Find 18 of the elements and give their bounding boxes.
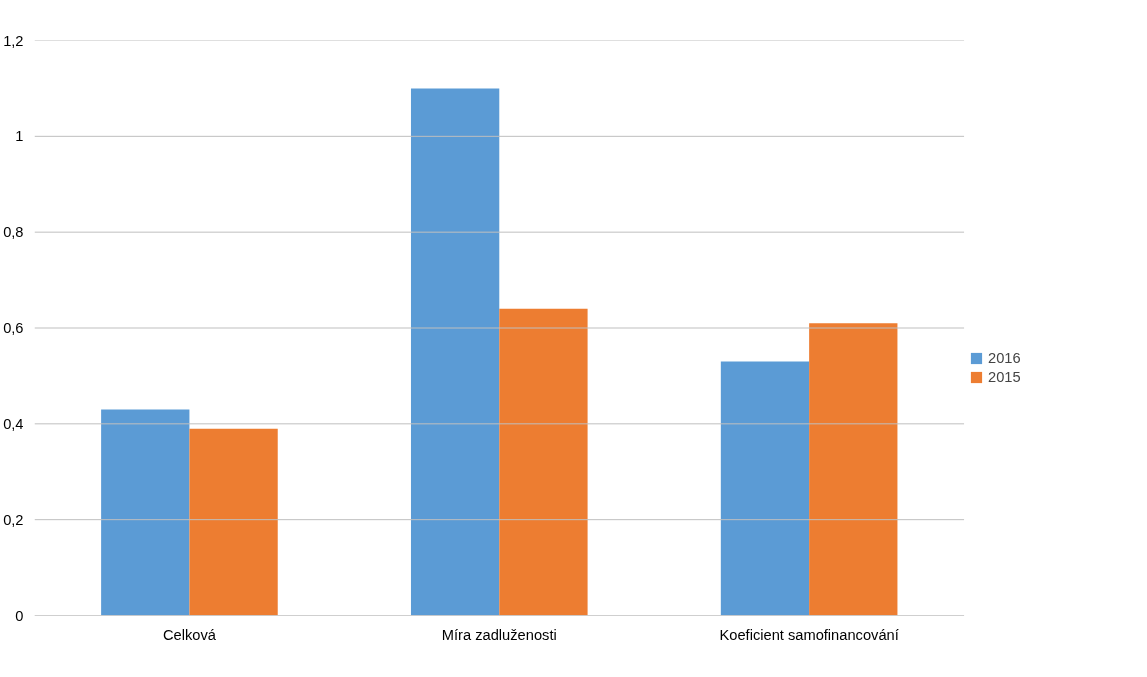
- bar: [720, 361, 810, 616]
- x-tick-label: Celková: [162, 626, 217, 643]
- bar: [189, 428, 278, 616]
- y-tick-label: 1: [15, 128, 24, 145]
- x-tick-label: Koeficient samofinancování: [719, 626, 899, 643]
- bar: [809, 323, 898, 616]
- y-tick-label: 1,2: [3, 32, 24, 49]
- y-tick-label: 0,4: [3, 415, 24, 432]
- bar: [499, 308, 588, 616]
- y-tick-label: 0,6: [3, 320, 24, 336]
- legend-label: 2015: [988, 369, 1021, 385]
- bar: [410, 88, 500, 616]
- y-tick-label: 0: [15, 607, 24, 624]
- legend-label: 2016: [988, 350, 1021, 366]
- bar: [101, 409, 190, 616]
- y-tick-label: 0,8: [3, 224, 24, 241]
- y-tick-label: 0,2: [3, 511, 24, 528]
- x-tick-label: Míra zadluženosti: [441, 626, 557, 643]
